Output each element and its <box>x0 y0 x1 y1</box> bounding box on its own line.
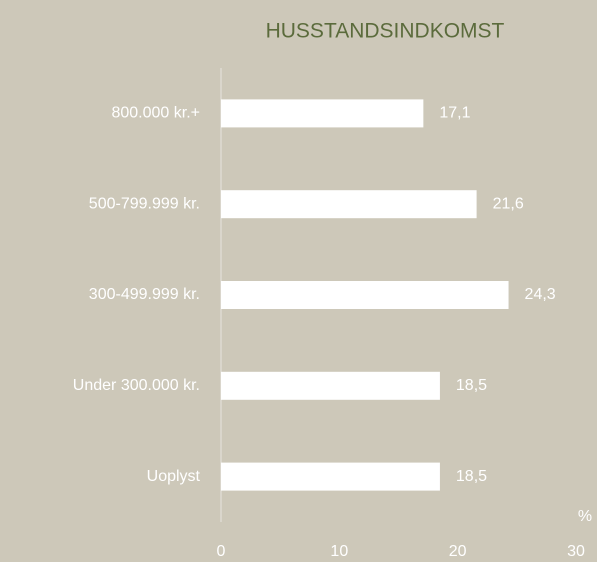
bar <box>221 462 440 491</box>
data-label: 21,6 <box>493 195 524 212</box>
x-axis-label: % <box>578 508 592 525</box>
bar <box>221 281 509 309</box>
y-tick-label: 300-499.999 kr. <box>89 286 200 303</box>
data-label: 18,5 <box>456 468 487 485</box>
bar <box>221 371 440 400</box>
data-label: 18,5 <box>456 377 487 394</box>
x-tick-label: 0 <box>217 543 226 560</box>
x-tick-label: 30 <box>567 543 585 560</box>
y-tick-label: Uoplyst <box>147 468 201 485</box>
bar <box>221 99 424 128</box>
chart-title: HUSSTANDSINDKOMST <box>266 20 505 43</box>
y-tick-label: Under 300.000 kr. <box>73 377 200 394</box>
bar <box>221 190 477 219</box>
y-tick-label: 800.000 kr.+ <box>111 105 200 122</box>
data-label: 24,3 <box>525 286 556 303</box>
x-tick-label: 10 <box>330 543 348 560</box>
y-tick-label: 500-799.999 kr. <box>89 195 200 212</box>
data-label: 17,1 <box>439 105 470 122</box>
x-tick-label: 20 <box>449 543 467 560</box>
